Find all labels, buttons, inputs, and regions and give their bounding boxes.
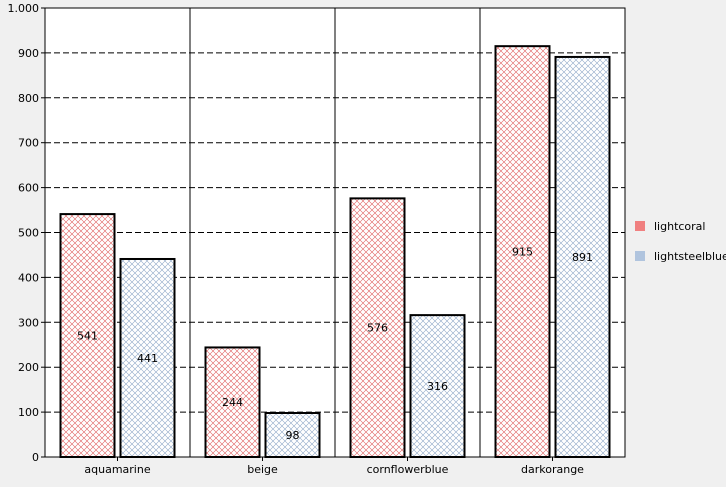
- y-tick-label: 300: [18, 316, 39, 329]
- y-tick-label: 200: [18, 361, 39, 374]
- data-label: 316: [427, 380, 448, 393]
- x-tick-label: beige: [247, 463, 278, 476]
- bars: 541 441 244 98 576 316 915 891: [59, 45, 611, 458]
- y-tick-label: 700: [18, 137, 39, 150]
- data-label: 576: [367, 322, 388, 335]
- y-tick-label: 600: [18, 182, 39, 195]
- y-tick-label: 900: [18, 47, 39, 60]
- data-label: 441: [137, 352, 158, 365]
- y-tick-label: 800: [18, 92, 39, 105]
- legend-swatch: [635, 251, 645, 261]
- x-tick-label: darkorange: [521, 463, 584, 476]
- legend-label: lightcoral: [654, 220, 705, 233]
- grid-lines: [45, 8, 625, 457]
- y-tick-label: 500: [18, 227, 39, 240]
- legend-label: lightsteelblue: [654, 250, 726, 263]
- bar-lightsteelblue-beige: [264, 411, 321, 458]
- axes: 0 100 200 300 400 500 600 700 800 900 1.000 aquamar…: [8, 2, 625, 476]
- x-tick-label: aquamarine: [84, 463, 150, 476]
- bar-lightsteelblue-cornflowerblue: [409, 314, 466, 458]
- y-tick-label: 1.000: [8, 2, 40, 15]
- data-label: 915: [512, 246, 533, 259]
- legend-swatch: [635, 221, 645, 231]
- bar-lightcoral-darkorange: [494, 45, 551, 458]
- legend: lightcoral lightsteelblue: [635, 220, 726, 263]
- data-label: 891: [572, 251, 593, 264]
- data-label: 541: [77, 330, 98, 343]
- y-tick-label: 100: [18, 406, 39, 419]
- data-label: 98: [286, 429, 300, 442]
- bar-lightsteelblue-aquamarine: [119, 257, 176, 458]
- x-tick-label: cornflowerblue: [367, 463, 449, 476]
- data-label: 244: [222, 396, 243, 409]
- y-tick-label: 0: [32, 451, 39, 464]
- y-tick-label: 400: [18, 271, 39, 284]
- bar-lightcoral-cornflowerblue: [349, 197, 406, 458]
- bar-lightcoral-aquamarine: [59, 213, 116, 458]
